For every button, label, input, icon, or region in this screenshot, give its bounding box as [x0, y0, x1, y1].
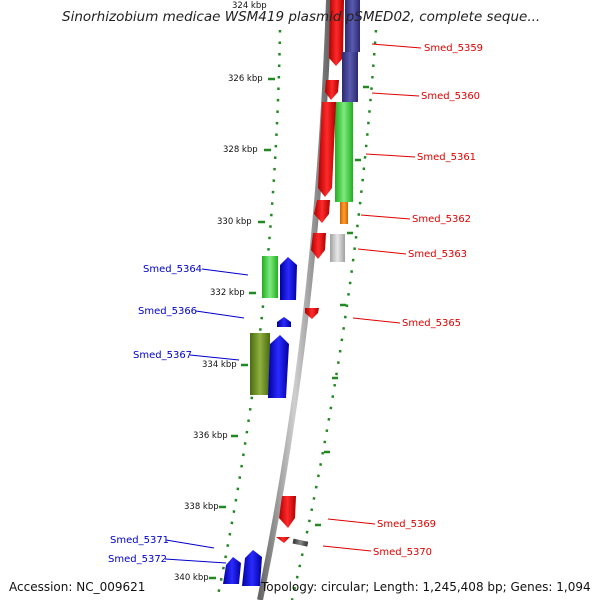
gene-label-smed-5363[interactable]: Smed_5363 — [408, 249, 467, 260]
gene-label-smed-5367[interactable]: Smed_5367 — [133, 350, 192, 361]
gene-smed-5367-arrow[interactable] — [268, 335, 289, 398]
gene-smed-5362-arrow[interactable] — [314, 200, 330, 223]
gene-smed-5359-arrow[interactable] — [329, 0, 344, 66]
gene-label-smed-5364[interactable]: Smed_5364 — [143, 264, 202, 275]
gene-label-smed-5359[interactable]: Smed_5359 — [424, 43, 483, 54]
gene-smed-5369-arrow[interactable] — [279, 496, 296, 528]
accession-text: Accession: NC_009621 — [9, 580, 146, 594]
forward-leader-lines — [164, 268, 249, 564]
tick-label: 336 kbp — [193, 431, 228, 441]
forward-strand-genes — [223, 256, 297, 586]
gene-label-smed-5370[interactable]: Smed_5370 — [373, 547, 432, 558]
tick-label: 334 kbp — [202, 360, 237, 370]
reverse-leader-lines — [322, 43, 422, 552]
gene-smed-5367-bar[interactable] — [250, 333, 270, 395]
tick-labels: 324 kbp 326 kbp 328 kbp 330 kbp 332 kbp … — [174, 1, 267, 583]
tick-label: 326 kbp — [228, 74, 263, 84]
gene-label-smed-5362[interactable]: Smed_5362 — [412, 214, 471, 225]
tick-label: 332 kbp — [210, 288, 245, 298]
gene-smed-5360-arrow[interactable] — [325, 80, 339, 100]
tick-label: 330 kbp — [217, 217, 252, 227]
inner-dotted-ring — [215, 29, 282, 600]
tick-label: 338 kbp — [184, 502, 219, 512]
gene-smed-5361-arrow[interactable] — [318, 102, 336, 197]
reverse-strand-genes — [276, 0, 360, 547]
gene-labels: Smed_5359 Smed_5360 Smed_5361 Smed_5362 … — [108, 43, 483, 565]
tick-label: 328 kbp — [223, 145, 258, 155]
tick-marks — [209, 77, 275, 580]
gene-smed-5360-bar[interactable] — [342, 52, 358, 102]
gene-smed-5361-bar[interactable] — [335, 102, 353, 202]
gene-label-smed-5372[interactable]: Smed_5372 — [108, 554, 167, 565]
tick-label: 340 kbp — [174, 573, 209, 583]
gene-smed-5372-arrow[interactable] — [242, 550, 262, 586]
gene-label-smed-5371[interactable]: Smed_5371 — [110, 535, 169, 546]
gene-smed-5364-bar[interactable] — [262, 256, 278, 298]
gene-smed-5370-bar[interactable] — [292, 538, 309, 547]
gene-smed-5366-arrow[interactable] — [277, 317, 291, 327]
gene-smed-5364-arrow[interactable] — [280, 257, 297, 300]
gene-smed-5362-bar[interactable] — [340, 202, 348, 224]
gene-label-smed-5365[interactable]: Smed_5365 — [402, 318, 461, 329]
gene-smed-5363-bar[interactable] — [330, 234, 345, 262]
gene-label-smed-5366[interactable]: Smed_5366 — [138, 306, 197, 317]
gene-smed-5371-arrow[interactable] — [223, 557, 241, 584]
gene-label-smed-5360[interactable]: Smed_5360 — [421, 91, 480, 102]
gene-smed-5365-arrow[interactable] — [305, 308, 319, 319]
gene-smed-5370-arrow[interactable] — [276, 537, 290, 543]
topology-text: Topology: circular; Length: 1,245,408 bp… — [261, 580, 591, 594]
gene-label-smed-5361[interactable]: Smed_5361 — [417, 152, 476, 163]
gene-smed-5363-arrow[interactable] — [311, 233, 326, 259]
map-title: Sinorhizobium medicae WSM419 plasmid pSM… — [62, 9, 540, 25]
tick-label: 324 kbp — [232, 1, 267, 11]
gene-smed-5359-bar[interactable] — [345, 0, 360, 52]
outer-ring-ticks — [315, 85, 369, 527]
gene-label-smed-5369[interactable]: Smed_5369 — [377, 519, 436, 530]
